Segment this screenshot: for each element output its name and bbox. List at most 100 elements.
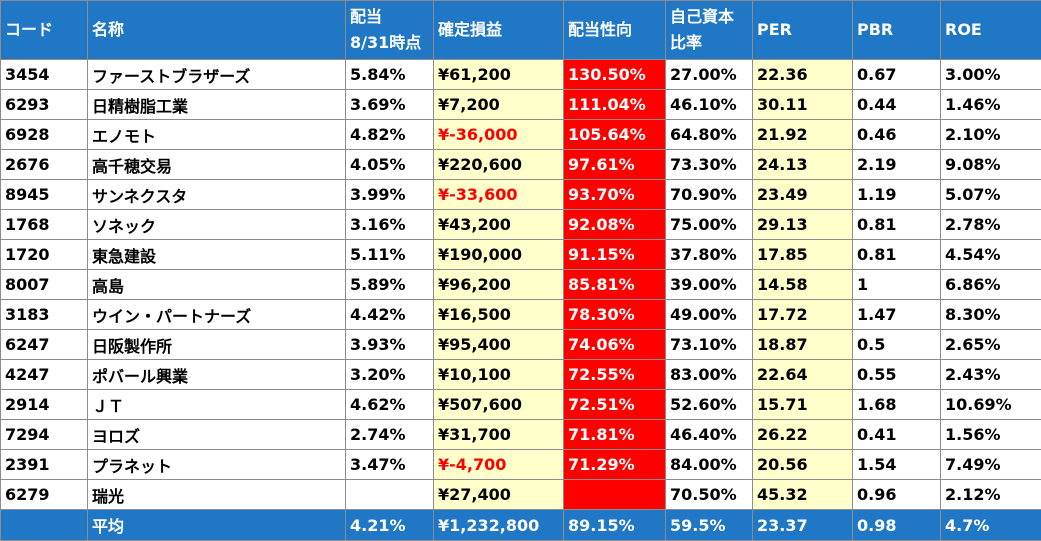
cell-code: 1768 [0, 209, 88, 240]
cell-name: ポバール興業 [87, 359, 346, 390]
cell-code: 3183 [0, 299, 88, 330]
column-header-label: 配当性向 [568, 20, 633, 39]
cell-roe: 2.10% [940, 119, 1041, 150]
cell-roe: 3.00% [940, 59, 1041, 90]
cell-equity: 27.00% [665, 59, 753, 90]
cell-gain: ¥10,100 [433, 359, 564, 390]
cell-yield [345, 479, 434, 510]
cell-code: 3454 [0, 59, 88, 90]
cell-equity: 73.10% [665, 329, 753, 360]
table-row: 7294 ヨロズ 2.74% ¥31,700 71.81% 46.40% 26.22 0.41… [0, 419, 1041, 450]
cell-gain: ¥-33,600 [433, 179, 564, 210]
column-header-roe: ROE [940, 0, 1041, 60]
cell-roe: 2.65% [940, 329, 1041, 360]
cell-per: 23.49 [752, 179, 853, 210]
cell-per: 15.71 [752, 389, 853, 420]
table-header: コード 名称 配当 8/31時点 確定損益 配当性向 自己資本 比率 PER PBR ROE [0, 0, 1041, 60]
cell-payout: 93.70% [563, 179, 666, 210]
column-header-label: コード [5, 20, 54, 39]
cell-equity: 49.00% [665, 299, 753, 330]
cell-payout: 91.15% [563, 239, 666, 270]
cell-code: 6293 [0, 89, 88, 120]
cell-yield: 3.47% [345, 449, 434, 480]
cell-code: 6928 [0, 119, 88, 150]
cell-per: 17.72 [752, 299, 853, 330]
column-header-equity: 自己資本 比率 [665, 0, 753, 60]
cell-pbr: 2.19 [852, 149, 941, 180]
table-footer: 平均 4.21% ¥1,232,800 89.15% 59.5% 23.37 0.98 4.7… [0, 509, 1041, 541]
cell-code: 2391 [0, 449, 88, 480]
cell-pbr: 1.54 [852, 449, 941, 480]
cell-name: 高千穂交易 [87, 149, 346, 180]
negative-value: ¥-4,700 [438, 455, 507, 474]
cell-gain: ¥220,600 [433, 149, 564, 180]
cell-yield: 3.16% [345, 209, 434, 240]
column-header-gain: 確定損益 [433, 0, 564, 60]
cell-pbr: 0.41 [852, 419, 941, 450]
cell-name: ヨロズ [87, 419, 346, 450]
column-header-label: 配当 [350, 7, 383, 26]
column-header-label: PBR [857, 20, 894, 39]
cell-payout: 78.30% [563, 299, 666, 330]
cell-yield: 4.05% [345, 149, 434, 180]
cell-roe: 2.43% [940, 359, 1041, 390]
cell-payout: 92.08% [563, 209, 666, 240]
cell-equity: 73.30% [665, 149, 753, 180]
cell-gain: ¥43,200 [433, 209, 564, 240]
cell-yield: 5.84% [345, 59, 434, 90]
cell-equity: 83.00% [665, 359, 753, 390]
cell-roe: 1.56% [940, 419, 1041, 450]
column-header-label: PER [757, 20, 792, 39]
cell-payout: 97.61% [563, 149, 666, 180]
cell-equity: 39.00% [665, 269, 753, 300]
cell-payout: 111.04% [563, 89, 666, 120]
cell-code: 2676 [0, 149, 88, 180]
table-row: 6928 エノモト 4.82% ¥-36,000 105.64% 64.80% 21.92 0… [0, 119, 1041, 150]
cell-gain: ¥-36,000 [433, 119, 564, 150]
table-row: 2914 ＪＴ 4.62% ¥507,600 72.51% 52.60% 15.71 1.68… [0, 389, 1041, 420]
cell-equity: 46.40% [665, 419, 753, 450]
table-row: 2391 プラネット 3.47% ¥-4,700 71.29% 84.00% 20.56 1.… [0, 449, 1041, 480]
cell-roe: 2.12% [940, 479, 1041, 510]
column-header-label: ROE [945, 20, 982, 39]
cell-pbr: 1 [852, 269, 941, 300]
cell-per: 22.64 [752, 359, 853, 390]
cell-per: 29.13 [752, 209, 853, 240]
cell-payout: 130.50% [563, 59, 666, 90]
cell-pbr: 0.81 [852, 209, 941, 240]
table-row: 4247 ポバール興業 3.20% ¥10,100 72.55% 83.00% 22.64 0… [0, 359, 1041, 390]
cell-pbr: 0.46 [852, 119, 941, 150]
cell-name: サンネクスタ [87, 179, 346, 210]
column-header-per: PER [752, 0, 853, 60]
table-row: 6279 瑞光 ¥27,400 70.50% 45.32 0.96 2.12% [0, 479, 1041, 510]
column-header-label: 確定損益 [438, 20, 503, 39]
table-row: 8945 サンネクスタ 3.99% ¥-33,600 93.70% 70.90% 23.49… [0, 179, 1041, 210]
column-header-name: 名称 [87, 0, 346, 60]
cell-code: 8945 [0, 179, 88, 210]
cell-pbr: 0.55 [852, 359, 941, 390]
cell-pbr: 1.68 [852, 389, 941, 420]
cell-name: ウイン・パートナーズ [87, 299, 346, 330]
cell-per: 17.85 [752, 239, 853, 270]
header-row: コード 名称 配当 8/31時点 確定損益 配当性向 自己資本 比率 PER PBR ROE [0, 0, 1041, 60]
cell-per: 21.92 [752, 119, 853, 150]
cell-gain: ¥-4,700 [433, 449, 564, 480]
table-body: 3454 ファーストブラザーズ 5.84% ¥61,200 130.50% 27.00% 2… [0, 59, 1041, 510]
cell-pbr: 0.5 [852, 329, 941, 360]
table-row: 3183 ウイン・パートナーズ 4.42% ¥16,500 78.30% 49.00% 17… [0, 299, 1041, 330]
cell-pbr: 0.96 [852, 479, 941, 510]
cell-code: 4247 [0, 359, 88, 390]
column-header-payout: 配当性向 [563, 0, 666, 60]
cell-gain: ¥190,000 [433, 239, 564, 270]
cell-pbr: 0.44 [852, 89, 941, 120]
cell-gain: ¥31,700 [433, 419, 564, 450]
negative-value: ¥-33,600 [438, 185, 518, 204]
table-row: 1720 東急建設 5.11% ¥190,000 91.15% 37.80% 17.85 0.… [0, 239, 1041, 270]
cell-gain: ¥96,200 [433, 269, 564, 300]
cell-equity: 64.80% [665, 119, 753, 150]
cell-name: プラネット [87, 449, 346, 480]
cell-per: 18.87 [752, 329, 853, 360]
cell-pbr: 0.67 [852, 59, 941, 90]
cell-pbr: 0.81 [852, 239, 941, 270]
cell-yield: 4.42% [345, 299, 434, 330]
